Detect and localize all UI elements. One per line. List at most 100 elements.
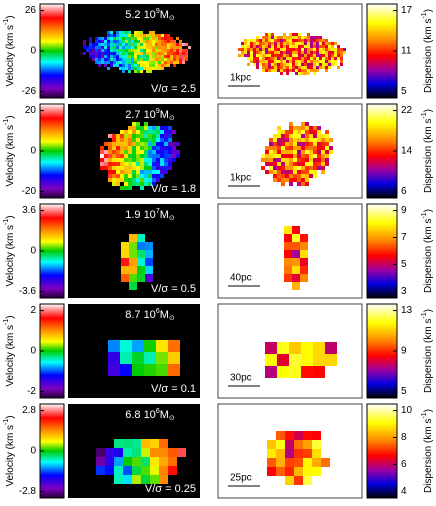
velocity-pixel (155, 55, 158, 58)
dispersion-pixel (269, 154, 273, 158)
dispersion-pixel (309, 174, 313, 178)
dispersion-pixel (292, 234, 300, 242)
dispersion-pixel (301, 57, 304, 60)
dispersion-pixel (295, 33, 298, 36)
dispersion-pixel (293, 150, 297, 154)
dispersion-pixel (281, 174, 285, 178)
velocity-pixel (134, 40, 137, 43)
dispersion-pixel (298, 69, 301, 72)
velocity-pixel (168, 126, 172, 130)
dispersion-pixel (297, 170, 301, 174)
velocity-pixel (137, 49, 140, 52)
velocity-axis-label-sup: -1 (3, 419, 10, 425)
velocity-pixel (128, 162, 132, 166)
mass-exp: 6 (156, 308, 160, 315)
dispersion-pixel (244, 42, 247, 45)
velocity-pixel (182, 58, 185, 61)
velocity-pixel (159, 448, 168, 457)
dispersion-pixel (307, 39, 310, 42)
velocity-pixel (131, 43, 134, 46)
dispersion-pixel (253, 45, 256, 48)
velocity-pixel (104, 55, 107, 58)
dispersion-pixel (316, 66, 319, 69)
velocity-pixel (161, 52, 164, 55)
dispersion-pixel (331, 63, 334, 66)
dispersion-pixel (241, 42, 244, 45)
dispersion-pixel (292, 42, 295, 45)
velocity-pixel (143, 40, 146, 43)
dispersion-pixel (293, 170, 297, 174)
velocity-pixel (116, 138, 120, 142)
dispersion-pixel (253, 51, 256, 54)
velocity-pixel (146, 37, 149, 40)
velocity-pixel (128, 61, 131, 64)
dispersion-pixel (313, 57, 316, 60)
velocity-pixel (152, 67, 155, 70)
dispersion-axis-label-close: ) (423, 309, 434, 312)
velocity-pixel (156, 162, 160, 166)
velocity-pixel (122, 49, 125, 52)
velocity-pixel (128, 142, 132, 146)
dispersion-pixel (261, 158, 265, 162)
velocity-pixel (112, 138, 116, 142)
velocity-pixel (116, 34, 119, 37)
velocity-pixel (121, 258, 129, 266)
velocity-tick-label: -2.8 (19, 486, 37, 497)
velocity-pixel (145, 242, 153, 250)
velocity-pixel (173, 40, 176, 43)
velocity-tick-label: 0 (30, 346, 36, 357)
velocity-pixel (185, 49, 188, 52)
velocity-pixel (124, 130, 128, 134)
dispersion-pixel (283, 57, 286, 60)
velocity-pixel (137, 234, 145, 242)
dispersion-pixel (241, 48, 244, 51)
velocity-pixel (168, 138, 172, 142)
velocity-pixel (116, 174, 120, 178)
dispersion-tick-label: 5 (401, 259, 407, 270)
velocity-pixel (108, 146, 112, 150)
dispersion-pixel (322, 51, 325, 54)
dispersion-pixel (328, 60, 331, 63)
dispersion-pixel (340, 54, 343, 57)
dispersion-pixel (289, 354, 301, 366)
velocity-pixel (89, 49, 92, 52)
dispersion-axis-label: Dispersion (km s-1) (421, 409, 434, 493)
dispersion-pixel (262, 45, 265, 48)
velocity-pixel (164, 170, 168, 174)
dispersion-pixel (295, 69, 298, 72)
velocity-pixel (128, 64, 131, 67)
dispersion-pixel (310, 60, 313, 63)
dispersion-pixel (281, 170, 285, 174)
velocity-pixel (152, 182, 156, 186)
dispersion-pixel (273, 142, 277, 146)
velocity-pixel (131, 34, 134, 37)
mass-unit: M (160, 309, 169, 321)
dispersion-pixel (280, 72, 283, 75)
velocity-pixel (148, 154, 152, 158)
dispersion-pixel (267, 467, 276, 476)
dispersion-pixel (285, 174, 289, 178)
velocity-pixel (104, 154, 108, 158)
dispersion-pixel (292, 274, 300, 282)
dispersion-colorbar (366, 103, 398, 199)
dispersion-pixel (313, 170, 317, 174)
velocity-pixel (148, 162, 152, 166)
dispersion-pixel (313, 146, 317, 150)
mass-base: 6.8 10 (125, 409, 156, 421)
velocity-pixel (116, 170, 120, 174)
velocity-pixel (144, 126, 148, 130)
dispersion-pixel (285, 458, 294, 467)
velocity-pixel (152, 166, 156, 170)
dispersion-pixel (313, 342, 325, 354)
dispersion-pixel (289, 134, 293, 138)
dispersion-pixel (307, 63, 310, 66)
dispersion-pixel (304, 54, 307, 57)
velocity-pixel (128, 52, 131, 55)
dispersion-pixel (319, 66, 322, 69)
dispersion-pixel (268, 36, 271, 39)
velocity-pixel (149, 52, 152, 55)
velocity-pixel (137, 52, 140, 55)
dispersion-pixel (343, 48, 346, 51)
velocity-pixel (164, 61, 167, 64)
velocity-pixel (164, 37, 167, 40)
